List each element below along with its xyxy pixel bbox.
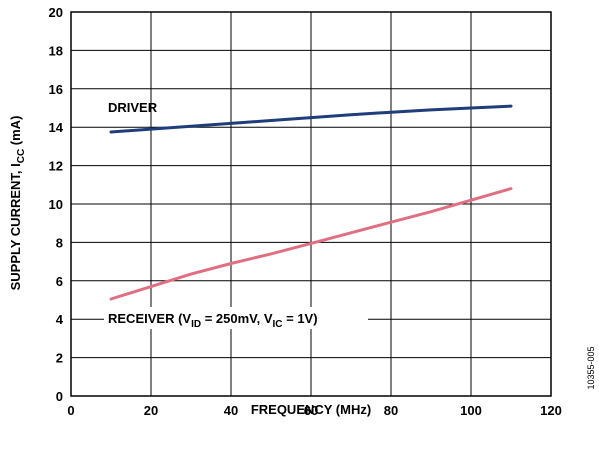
y-axis-title-sub: CC: [16, 149, 27, 163]
receiver-label-p1: RECEIVER (V: [108, 311, 191, 326]
y-tick-label: 18: [49, 43, 63, 58]
y-axis-title-main: SUPPLY CURRENT, I: [8, 163, 23, 290]
tick-labels: 0 20 40 60 80 100 120 0 2 4 6 8 10 12 14 16 18 20: [49, 5, 562, 418]
grid-lines: [71, 12, 551, 396]
y-tick-label: 0: [56, 389, 63, 404]
figure-id: 10355-005: [586, 346, 596, 389]
y-tick-label: 20: [49, 5, 63, 20]
y-axis-title-unit: (mA): [8, 116, 23, 149]
x-tick-label: 20: [144, 403, 158, 418]
x-tick-label: 120: [540, 403, 562, 418]
x-tick-label: 40: [224, 403, 238, 418]
receiver-label-s1: ID: [191, 319, 201, 330]
y-tick-label: 4: [56, 312, 64, 327]
series-line-receiver: [109, 187, 513, 301]
series-line-driver: [109, 104, 513, 134]
receiver-label-bg: [104, 307, 368, 329]
driver-label: DRIVER: [108, 100, 158, 115]
x-axis-title: FREQUENCY (MHz): [251, 402, 371, 417]
plot-frame: [70, 11, 552, 397]
receiver-label: RECEIVER (VID = 250mV, VIC = 1V): [108, 311, 318, 330]
y-tick-label: 8: [56, 235, 63, 250]
x-tick-label: 60: [304, 403, 318, 418]
receiver-label-s2: IC: [273, 319, 283, 330]
y-tick-label: 2: [56, 351, 63, 366]
receiver-label-p2: = 250mV, V: [201, 311, 273, 326]
y-tick-label: 16: [49, 82, 63, 97]
x-tick-label: 100: [460, 403, 482, 418]
series-group: [109, 104, 513, 301]
x-tick-label: 80: [384, 403, 398, 418]
receiver-label-p3: = 1V): [283, 311, 318, 326]
x-tick-label: 0: [67, 403, 74, 418]
y-tick-label: 14: [49, 120, 64, 135]
y-axis-title: SUPPLY CURRENT, ICC (mA): [8, 116, 27, 291]
y-tick-label: 10: [49, 197, 63, 212]
y-tick-label: 6: [56, 274, 63, 289]
y-tick-label: 12: [49, 159, 63, 174]
